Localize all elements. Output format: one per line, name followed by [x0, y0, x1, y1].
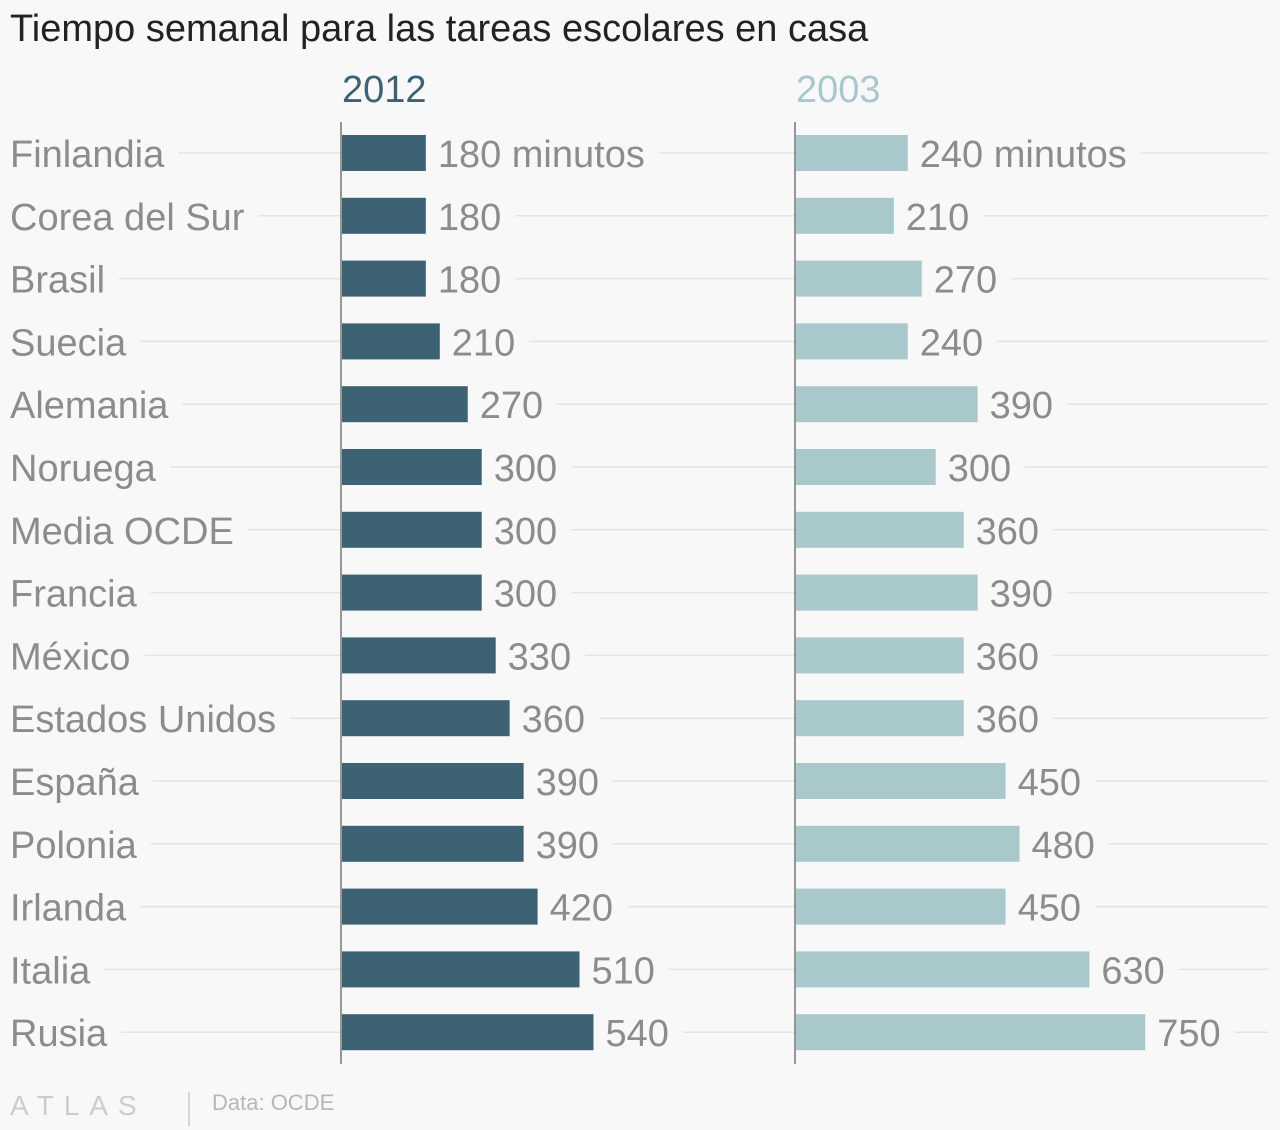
data-label: 180 minutos	[438, 134, 645, 176]
data-label: 450	[1018, 888, 1081, 930]
series-header-2003: 2003	[796, 69, 881, 111]
bar-2003	[796, 637, 964, 674]
data-label: 750	[1157, 1013, 1220, 1055]
bar-2003	[796, 574, 978, 611]
series-header-2012: 2012	[342, 69, 427, 111]
chart-title: Tiempo semanal para las tareas escolares…	[10, 8, 869, 50]
data-label: 300	[494, 448, 557, 490]
category-label: Italia	[10, 950, 91, 992]
data-label: 360	[976, 511, 1039, 553]
data-label: 450	[1018, 762, 1081, 804]
category-label: Corea del Sur	[10, 197, 245, 239]
data-label: 480	[1032, 825, 1095, 867]
data-label: 360	[522, 699, 585, 741]
bar-2003	[796, 888, 1006, 925]
bar-2003	[796, 511, 964, 548]
data-label: 360	[976, 699, 1039, 741]
bar-2003	[796, 763, 1006, 799]
bar-2003	[796, 323, 908, 360]
category-label: Suecia	[10, 322, 127, 364]
bar-2012	[342, 888, 538, 925]
data-label: 510	[592, 950, 655, 992]
bar-2012	[342, 323, 440, 360]
source-note: Data: OCDE	[212, 1090, 335, 1115]
data-label: 360	[976, 636, 1039, 678]
bar-2012	[342, 637, 496, 674]
category-label: Brasil	[10, 260, 105, 302]
category-label: Polonia	[10, 825, 138, 867]
category-label: Alemania	[10, 385, 169, 427]
data-label: 180	[438, 197, 501, 239]
bar-2003	[796, 1014, 1146, 1051]
data-label: 420	[550, 888, 613, 930]
category-label: México	[10, 636, 130, 678]
bar-2012	[342, 511, 482, 548]
bar-2012	[342, 763, 524, 799]
bar-2012	[342, 386, 468, 423]
data-label: 300	[948, 448, 1011, 490]
bar-2012	[342, 197, 426, 234]
atlas-logo: ATLAS	[10, 1090, 147, 1121]
category-label: Rusia	[10, 1013, 108, 1055]
bar-2003	[796, 951, 1090, 988]
data-label: 210	[452, 322, 515, 364]
bar-2012	[342, 449, 482, 485]
data-label: 630	[1101, 950, 1164, 992]
category-label: Media OCDE	[10, 511, 234, 553]
bar-2003	[796, 825, 1020, 862]
bar-2003	[796, 135, 908, 171]
footer-divider	[188, 1092, 190, 1126]
category-label: España	[10, 762, 140, 804]
bar-chart: 180 minutos 240 minutos Finlandia 180 210 Cor…	[10, 69, 1268, 1064]
bar-2012	[342, 135, 426, 171]
data-label: 240	[920, 322, 983, 364]
data-label: 540	[605, 1013, 668, 1055]
data-label: 270	[480, 385, 543, 427]
data-label: 390	[990, 574, 1053, 616]
bar-2003	[796, 700, 964, 737]
bar-2003	[796, 386, 978, 423]
data-label: 330	[508, 636, 571, 678]
bar-2012	[342, 951, 580, 988]
bar-2012	[342, 574, 482, 611]
data-label: 390	[990, 385, 1053, 427]
bar-2012	[342, 260, 426, 297]
data-label: 390	[536, 825, 599, 867]
bar-2003	[796, 197, 894, 234]
data-label: 210	[906, 197, 969, 239]
category-label: Francia	[10, 574, 138, 616]
data-label: 180	[438, 260, 501, 302]
category-label: Noruega	[10, 448, 157, 490]
category-label: Finlandia	[10, 134, 165, 176]
data-label: 240 minutos	[920, 134, 1127, 176]
data-label: 270	[934, 260, 997, 302]
category-label: Estados Unidos	[10, 699, 276, 741]
data-label: 300	[494, 574, 557, 616]
category-label: Irlanda	[10, 888, 127, 930]
bar-2003	[796, 449, 936, 485]
bar-2003	[796, 260, 922, 297]
bar-2012	[342, 1014, 594, 1051]
data-label: 300	[494, 511, 557, 553]
bar-2012	[342, 700, 510, 737]
data-label: 390	[536, 762, 599, 804]
bar-2012	[342, 825, 524, 862]
